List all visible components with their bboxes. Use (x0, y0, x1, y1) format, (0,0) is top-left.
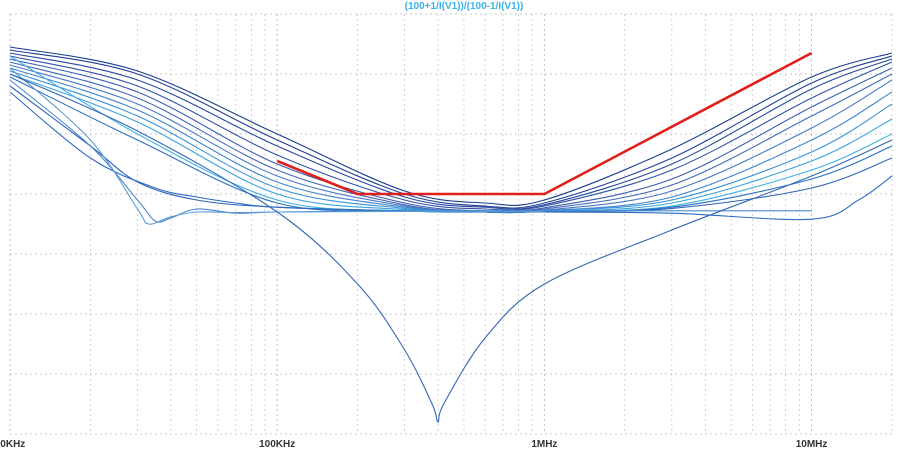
series-line-1 (9, 46, 893, 206)
series-group (9, 46, 893, 423)
grid-lines (9, 13, 893, 435)
series-line-7 (9, 64, 893, 214)
chart-title: (100+1/I(V1))/(100-1/I(V1)) (405, 1, 524, 12)
series-line-2 (9, 49, 893, 209)
limit-line-group (276, 51, 813, 196)
x-tick-labels: 10KHz 100KHz 1MHz 10MHz (0, 439, 827, 450)
x-tick-label: 10KHz (0, 439, 25, 450)
limit-line (276, 51, 813, 196)
series-line-12 (9, 76, 893, 213)
series-line-6 (9, 61, 893, 214)
series-line-14 (9, 91, 893, 221)
series-line-9 (9, 70, 893, 213)
series-line-17 (9, 73, 893, 423)
series-line-3 (9, 52, 893, 210)
x-tick-label: 10MHz (796, 439, 828, 450)
series-line-15 (9, 79, 812, 223)
series-line-16 (9, 67, 545, 225)
x-tick-label: 1MHz (531, 439, 557, 450)
series-line-4 (9, 55, 893, 211)
series-line-8 (9, 67, 893, 214)
x-tick-label: 100KHz (259, 439, 295, 450)
